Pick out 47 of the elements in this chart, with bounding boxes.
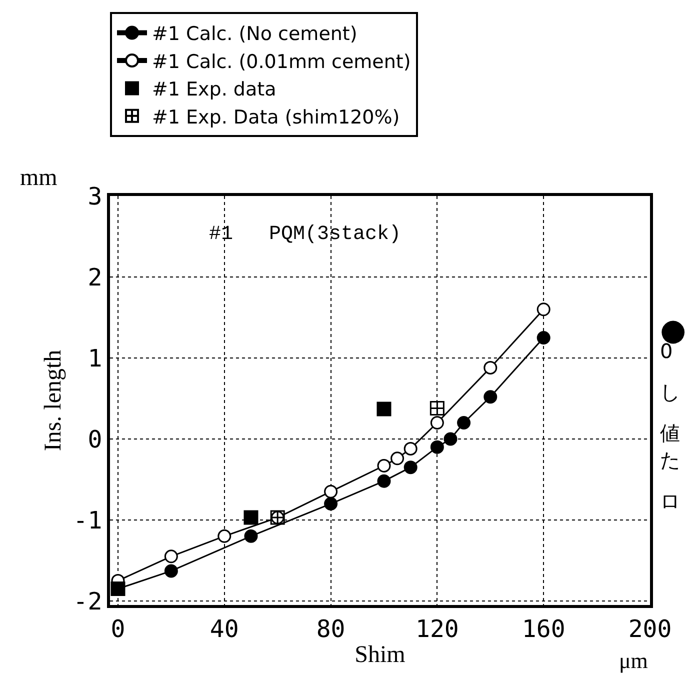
point [218,529,232,543]
point [164,564,178,578]
point [164,550,178,564]
y-tick-label: 0 [88,425,102,454]
x-tick-label: 80 [316,614,346,643]
text: 値 [660,421,680,445]
point [377,458,391,472]
point [457,416,471,430]
x-axis-title: Shim [354,642,406,668]
point [430,416,444,430]
y-tick-label: 2 [88,263,102,292]
point [484,360,498,374]
point [377,474,391,488]
x-tick-label: 200 [628,614,672,643]
legend-label: #1 Exp. Data (shim120%) [152,106,400,128]
x-tick-label: 120 [416,614,459,643]
point [376,402,392,416]
text: mm [20,165,58,191]
point [536,330,550,344]
y-tick-label: -2 [73,587,102,616]
x-tick-label: 40 [210,614,239,643]
y-tick-label: 3 [88,182,102,210]
point [404,460,418,474]
point [244,510,258,525]
text: し [660,380,680,404]
legend-label: #1 Calc. (No cement) [152,23,358,46]
point [430,400,444,416]
point [484,390,498,404]
point [404,442,418,456]
annotation: #1 PQM(3stack) [209,223,402,246]
x-tick-label: 160 [522,614,566,643]
text: μm [619,648,648,673]
point [390,452,404,466]
x-tick-label: 0 [110,614,126,643]
point [536,302,550,316]
point [324,484,338,498]
point [430,440,444,454]
point [324,497,338,511]
y-tick-label: 1 [88,344,102,372]
text: ロ [660,489,680,513]
point [244,529,258,543]
legend-label: #1 Calc. (0.01mm cement) [152,50,411,73]
y-axis-title: Ins. length [40,350,66,452]
text: た [660,448,680,472]
legend-label: #1 Exp. data [152,78,276,101]
point [444,432,458,446]
y-tick-label: -1 [73,506,102,534]
